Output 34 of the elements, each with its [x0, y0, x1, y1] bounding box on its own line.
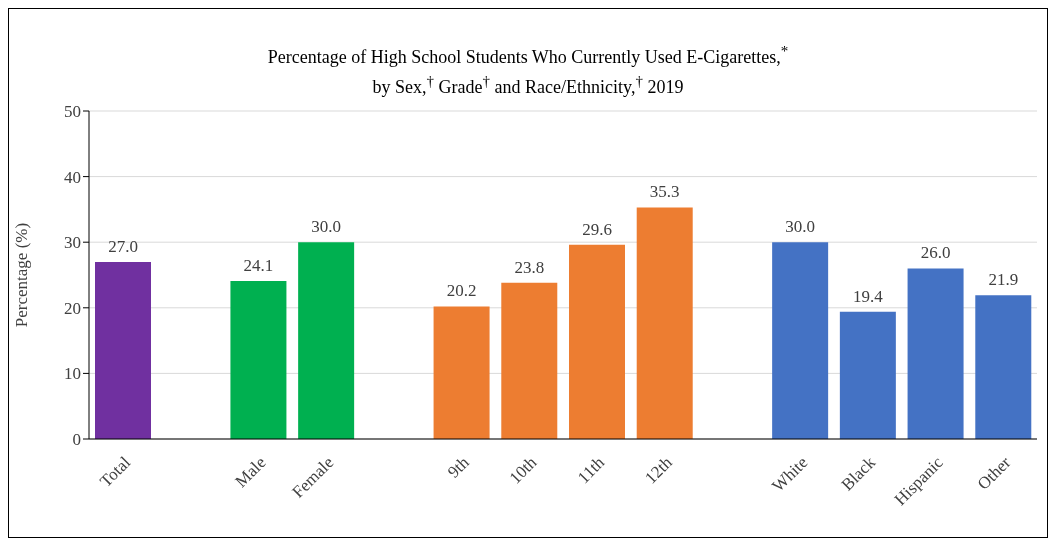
bar	[298, 242, 355, 439]
data-label: 23.8	[514, 257, 545, 277]
y-tick-label: 0	[72, 430, 81, 450]
bar	[772, 242, 829, 439]
chart-title: Percentage of High School Students Who Currently Used E-Cigarettes,$^{*}$ by Sex,$^{†}$ Grade$^{†}$ and Race/Ethnicity,$^{†}$ 2019	[267, 43, 789, 97]
y-axis-title: Percentage (%)	[12, 222, 32, 328]
data-label: 30.0	[311, 217, 342, 237]
data-label: 27.0	[108, 236, 138, 256]
bar	[569, 244, 625, 439]
data-label: 19.4	[852, 286, 884, 306]
y-tick-label: 50	[64, 102, 81, 122]
x-tick-label: 11th	[573, 452, 609, 488]
bar	[636, 207, 693, 439]
bar	[975, 295, 1032, 439]
y-tick-label: 30	[64, 233, 81, 253]
y-tick-label: 10	[64, 364, 81, 384]
data-label: 35.3	[649, 182, 680, 202]
x-tick-label: 12th	[641, 452, 677, 488]
data-label: 20.2	[446, 281, 477, 301]
data-label: 26.0	[920, 243, 951, 263]
bar	[501, 282, 558, 439]
bar	[95, 261, 151, 439]
y-tick-label: 40	[64, 167, 81, 187]
bar	[907, 268, 964, 439]
x-tick-label: 9th	[443, 452, 474, 482]
y-tick-label: 20	[64, 298, 81, 318]
bar	[839, 311, 896, 439]
data-label: 29.6	[582, 219, 612, 239]
data-label: 24.1	[243, 255, 274, 275]
data-label: 21.9	[988, 270, 1019, 290]
bar	[230, 280, 287, 439]
bar	[433, 306, 490, 439]
x-tick-label: 10th	[505, 452, 541, 488]
data-label: 30.0	[785, 217, 816, 237]
